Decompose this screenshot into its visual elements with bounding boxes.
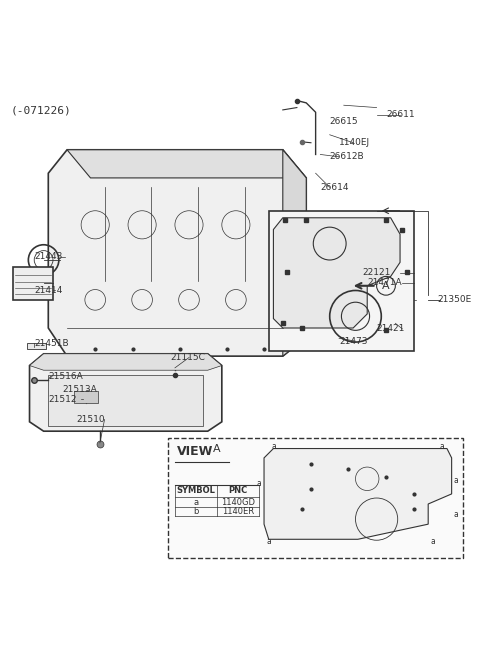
Polygon shape xyxy=(274,218,400,328)
Text: VIEW: VIEW xyxy=(177,445,214,459)
Text: 21510: 21510 xyxy=(76,415,105,424)
Bar xyxy=(48,375,203,426)
Polygon shape xyxy=(269,211,414,352)
Text: a: a xyxy=(454,476,459,485)
Text: 21512: 21512 xyxy=(48,395,77,404)
Polygon shape xyxy=(264,449,452,539)
Text: b: b xyxy=(309,459,313,468)
Bar xyxy=(13,267,53,300)
Text: a: a xyxy=(193,497,199,506)
Text: a: a xyxy=(440,441,444,451)
Text: b: b xyxy=(193,507,199,516)
Polygon shape xyxy=(283,150,306,356)
Text: b: b xyxy=(412,489,417,499)
Text: b: b xyxy=(384,472,388,482)
Text: a: a xyxy=(257,480,262,488)
Text: 21473: 21473 xyxy=(339,337,368,346)
Text: b: b xyxy=(309,484,313,493)
Text: SYMBOL: SYMBOL xyxy=(177,486,216,495)
Text: a: a xyxy=(431,537,435,546)
Bar xyxy=(74,392,97,403)
Text: a: a xyxy=(266,537,271,546)
Polygon shape xyxy=(67,150,306,178)
Text: 21350E: 21350E xyxy=(438,295,472,304)
Text: 26614: 26614 xyxy=(320,183,349,192)
FancyBboxPatch shape xyxy=(168,438,463,558)
Text: 21471A: 21471A xyxy=(367,278,402,287)
Text: 21421: 21421 xyxy=(377,325,405,333)
Text: 21516A: 21516A xyxy=(48,372,83,381)
Polygon shape xyxy=(48,150,306,356)
Text: 26611: 26611 xyxy=(386,110,415,119)
Text: a: a xyxy=(271,441,276,451)
Text: 21115C: 21115C xyxy=(170,353,205,362)
Text: 21414: 21414 xyxy=(34,286,62,295)
Text: b: b xyxy=(412,504,417,514)
Text: 21513A: 21513A xyxy=(62,386,97,394)
Text: A: A xyxy=(382,281,390,291)
Text: 26612B: 26612B xyxy=(330,152,364,161)
Polygon shape xyxy=(30,354,222,370)
Text: 21443: 21443 xyxy=(34,252,62,261)
Text: a: a xyxy=(454,510,459,519)
Text: PNC: PNC xyxy=(228,486,248,495)
Text: b: b xyxy=(299,504,304,514)
Polygon shape xyxy=(27,343,46,349)
Text: 1140EJ: 1140EJ xyxy=(339,138,370,147)
Text: 26615: 26615 xyxy=(330,117,359,126)
Text: 21451B: 21451B xyxy=(34,338,69,348)
Text: 1140ER: 1140ER xyxy=(222,507,254,516)
Text: A: A xyxy=(213,443,221,453)
Polygon shape xyxy=(30,354,222,431)
Text: 22121: 22121 xyxy=(362,268,391,277)
Text: (-071226): (-071226) xyxy=(11,105,72,115)
Text: b: b xyxy=(346,464,351,473)
Text: 1140GD: 1140GD xyxy=(221,497,255,506)
